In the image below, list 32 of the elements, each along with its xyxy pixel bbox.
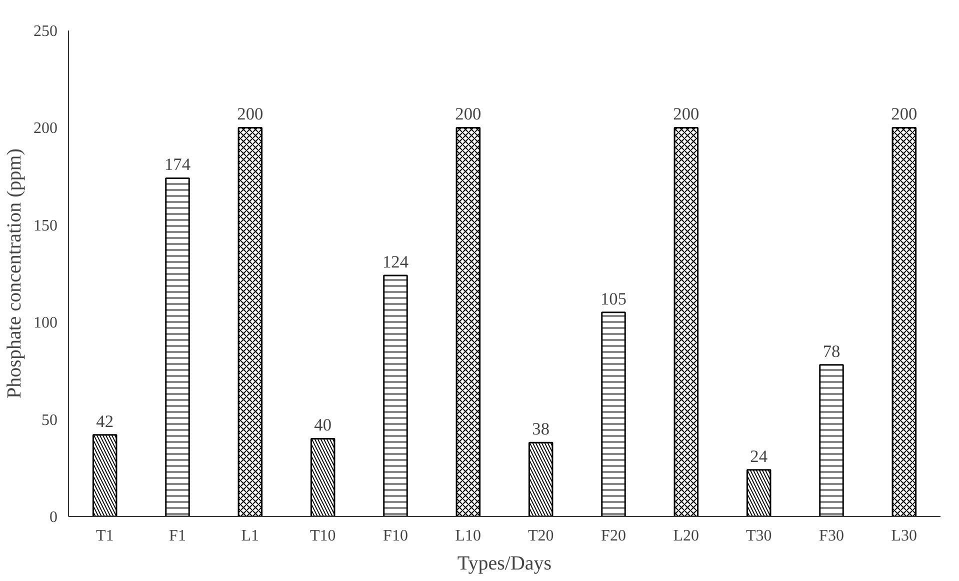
data-label: 105: [600, 289, 627, 308]
y-tick-label: 250: [34, 23, 58, 40]
x-tick-label: L1: [241, 528, 260, 544]
x-tick-label: T30: [746, 528, 772, 544]
x-tick-label: T20: [528, 528, 554, 544]
x-axis-title: Types/Days: [457, 552, 552, 574]
x-tick-label: T10: [310, 528, 336, 544]
y-axis-title: Phosphate concentration (ppm): [4, 148, 26, 398]
x-tick-label: T1: [96, 528, 114, 544]
data-label: 24: [750, 446, 768, 466]
data-label: 200: [673, 104, 700, 124]
data-label: 200: [237, 104, 264, 124]
y-tick-label: 50: [42, 412, 58, 429]
data-label: 38: [532, 420, 550, 439]
x-tick-label: F20: [601, 528, 626, 544]
data-label: 200: [891, 104, 918, 124]
y-tick-label: 100: [34, 314, 58, 332]
data-label: 78: [822, 342, 840, 361]
x-tick-label: L20: [673, 528, 700, 544]
data-label: 174: [164, 155, 191, 174]
x-tick-label: F30: [819, 528, 844, 544]
x-tick-label: F1: [169, 528, 186, 544]
y-tick-label: 0: [50, 509, 58, 526]
x-tick-label: F10: [383, 528, 408, 544]
y-tick-label: 150: [34, 217, 58, 234]
data-label: 124: [382, 252, 409, 272]
data-label: 40: [314, 416, 332, 435]
x-tick-label: L10: [455, 528, 482, 544]
x-tick-label: L30: [891, 528, 918, 544]
data-label: 200: [455, 104, 482, 124]
y-tick-label: 200: [34, 120, 58, 138]
data-label: 42: [96, 412, 114, 431]
